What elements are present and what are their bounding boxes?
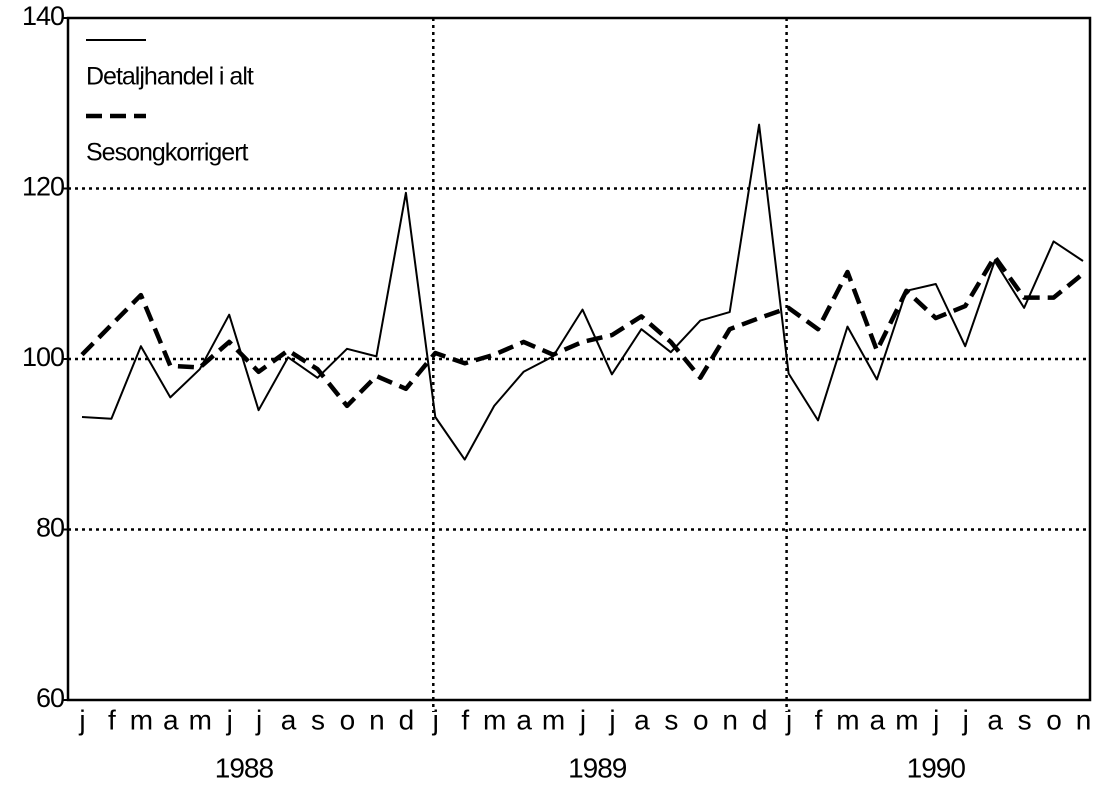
x-tick-label: m bbox=[189, 704, 211, 735]
x-tick-label: j bbox=[579, 704, 585, 735]
x-tick-label: a bbox=[516, 704, 532, 735]
x-tick-label: m bbox=[836, 704, 858, 735]
x-tick-label: f bbox=[108, 704, 116, 735]
x-tick-label: o bbox=[340, 704, 355, 735]
x-tick-label: m bbox=[895, 704, 917, 735]
x-tick-label: n bbox=[1076, 704, 1091, 735]
x-tick-label: n bbox=[369, 704, 384, 735]
legend-label: Detaljhandel i alt bbox=[86, 63, 254, 91]
x-tick-label: s bbox=[664, 704, 677, 735]
x-tick-label: f bbox=[461, 704, 469, 735]
x-tick-label: j bbox=[932, 704, 938, 735]
x-tick-label: a bbox=[870, 704, 886, 735]
x-tick-label: f bbox=[815, 704, 823, 735]
x-tick-label: a bbox=[163, 704, 179, 735]
x-tick-label: a bbox=[987, 704, 1003, 735]
legend-label: Sesongkorrigert bbox=[86, 139, 249, 167]
x-tick-label: d bbox=[399, 704, 414, 735]
x-tick-label: m bbox=[542, 704, 564, 735]
x-tick-label: n bbox=[722, 704, 737, 735]
x-tick-label: a bbox=[281, 704, 297, 735]
x-tick-label: m bbox=[130, 704, 152, 735]
x-tick-label: j bbox=[432, 704, 438, 735]
year-label: 1989 bbox=[568, 752, 627, 783]
x-tick-label: m bbox=[483, 704, 505, 735]
plot-frame bbox=[66, 16, 1092, 702]
y-tick-label: 100 bbox=[22, 342, 64, 372]
x-tick-label: j bbox=[608, 704, 614, 735]
series-line bbox=[80, 254, 1085, 409]
x-tick-label: s bbox=[1018, 704, 1031, 735]
y-tick-label: 120 bbox=[22, 172, 64, 202]
x-tick-label: s bbox=[311, 704, 324, 735]
x-tick-label: j bbox=[785, 704, 791, 735]
x-tick-label: j bbox=[226, 704, 232, 735]
year-label: 1988 bbox=[215, 752, 274, 783]
year-label: 1990 bbox=[907, 752, 966, 783]
x-tick-label: j bbox=[78, 704, 84, 735]
series-line bbox=[81, 123, 1084, 461]
x-tick-label: j bbox=[962, 704, 968, 735]
x-tick-label: j bbox=[255, 704, 261, 735]
x-tick-label: a bbox=[634, 704, 650, 735]
y-tick-label: 60 bbox=[36, 683, 64, 713]
x-tick-label: o bbox=[693, 704, 708, 735]
y-tick-label: 140 bbox=[22, 1, 64, 31]
x-tick-label: o bbox=[1046, 704, 1061, 735]
x-tick-label: d bbox=[752, 704, 767, 735]
y-tick-label: 80 bbox=[36, 513, 64, 543]
